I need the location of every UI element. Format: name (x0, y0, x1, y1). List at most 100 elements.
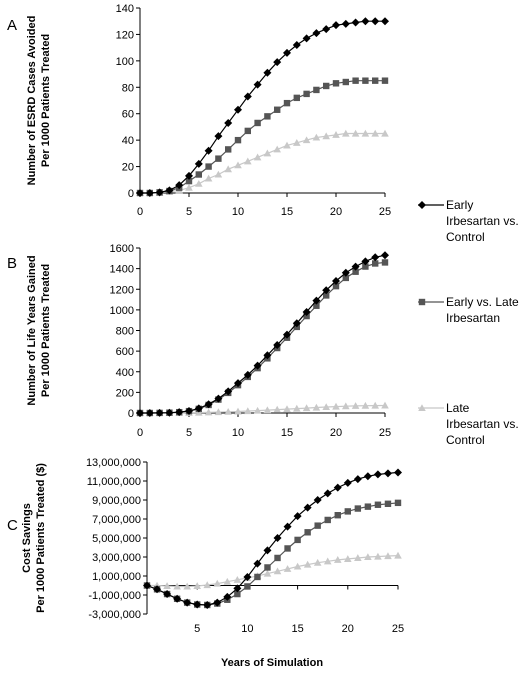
data-point (213, 579, 222, 587)
panel-letter: B (7, 255, 17, 272)
legend-marker (418, 298, 426, 306)
data-point (165, 186, 174, 195)
data-point (274, 106, 281, 113)
series-line (146, 502, 399, 606)
data-point (342, 78, 349, 86)
y-tick-label: 100 (116, 56, 134, 68)
data-point (205, 163, 212, 170)
data-point (143, 581, 151, 590)
y-tick-label: 5,000,000 (92, 533, 141, 545)
data-point (233, 584, 242, 593)
data-point (165, 408, 174, 417)
data-point (344, 555, 352, 562)
data-point (394, 468, 402, 477)
data-point (312, 29, 321, 38)
y-axis-label: Per 1000 Patients Treated (40, 264, 52, 397)
legend-label: Early (446, 198, 473, 212)
data-point (293, 138, 301, 146)
data-point (351, 18, 360, 27)
data-point (283, 405, 291, 413)
data-point (351, 129, 360, 137)
data-point (322, 403, 330, 411)
data-point (303, 90, 310, 98)
x-tick-label: 5 (186, 427, 192, 439)
data-point (224, 387, 233, 396)
y-tick-label: 11,000,000 (87, 476, 141, 488)
data-point (224, 118, 233, 127)
data-point (313, 302, 320, 309)
data-point (361, 257, 370, 266)
data-point (294, 536, 301, 544)
data-point (312, 296, 321, 305)
y-tick-label: 7,000,000 (92, 514, 141, 526)
y-tick-label: 200 (116, 387, 134, 399)
data-point (364, 503, 372, 510)
data-point (344, 508, 351, 515)
data-point (302, 307, 311, 316)
data-point (195, 171, 202, 178)
x-tick-label: 25 (379, 206, 391, 218)
data-point (334, 512, 341, 519)
data-point (363, 472, 372, 481)
data-point (332, 277, 340, 285)
data-point (185, 183, 193, 191)
data-point (323, 82, 330, 90)
data-point (381, 17, 389, 26)
data-point (224, 165, 232, 173)
x-tick-label: 5 (186, 206, 192, 218)
y-tick-label: 0 (128, 408, 134, 420)
legend: Early Irbesartan vs. Control Early vs. Late… (418, 198, 519, 447)
data-point (204, 174, 213, 182)
data-point (381, 251, 389, 260)
data-point (254, 573, 261, 581)
data-point (332, 131, 340, 138)
data-point (333, 556, 342, 563)
series-line (140, 20, 385, 194)
x-tick-label: 10 (232, 206, 244, 218)
data-point (173, 582, 181, 590)
data-point (333, 483, 342, 492)
data-point (371, 253, 380, 262)
y-axis-label: Number of Life Years Gained (26, 255, 38, 405)
y-axis-label: Per 1000 Patients Treated ($) (35, 463, 47, 613)
data-point (304, 529, 311, 536)
data-point (253, 80, 262, 89)
data-point (374, 552, 382, 560)
x-tick-label: 20 (330, 206, 342, 218)
data-point (322, 286, 331, 295)
data-point (341, 19, 350, 28)
data-point (394, 551, 402, 559)
data-point (381, 129, 389, 137)
data-point (313, 86, 320, 94)
series-line (140, 261, 386, 414)
legend-marker (418, 404, 426, 412)
data-point (361, 17, 370, 26)
data-point (185, 177, 193, 185)
data-point (213, 598, 222, 607)
legend-label: Irbesartan vs. (446, 214, 519, 228)
data-point (223, 577, 232, 585)
data-point (372, 260, 379, 267)
data-point (175, 408, 184, 417)
data-point (332, 21, 340, 30)
data-point (273, 534, 282, 542)
data-point (303, 560, 312, 568)
y-tick-label: 13,000,000 (86, 457, 141, 469)
data-point (214, 132, 223, 141)
data-point (283, 99, 291, 107)
x-tick-label: 5 (194, 623, 200, 635)
data-point (354, 554, 362, 561)
chart-panel-c: C Cost Savings Per 1000 Patients Treated (… (7, 457, 404, 635)
data-point (293, 562, 302, 570)
data-point (394, 499, 402, 507)
data-point (362, 77, 369, 84)
data-point (374, 501, 382, 508)
data-point (283, 522, 292, 531)
data-point (263, 68, 272, 77)
data-point (381, 77, 389, 84)
y-tick-label: 800 (116, 326, 134, 338)
data-point (312, 403, 321, 411)
data-point (263, 149, 272, 157)
panel-letter: C (7, 517, 18, 534)
